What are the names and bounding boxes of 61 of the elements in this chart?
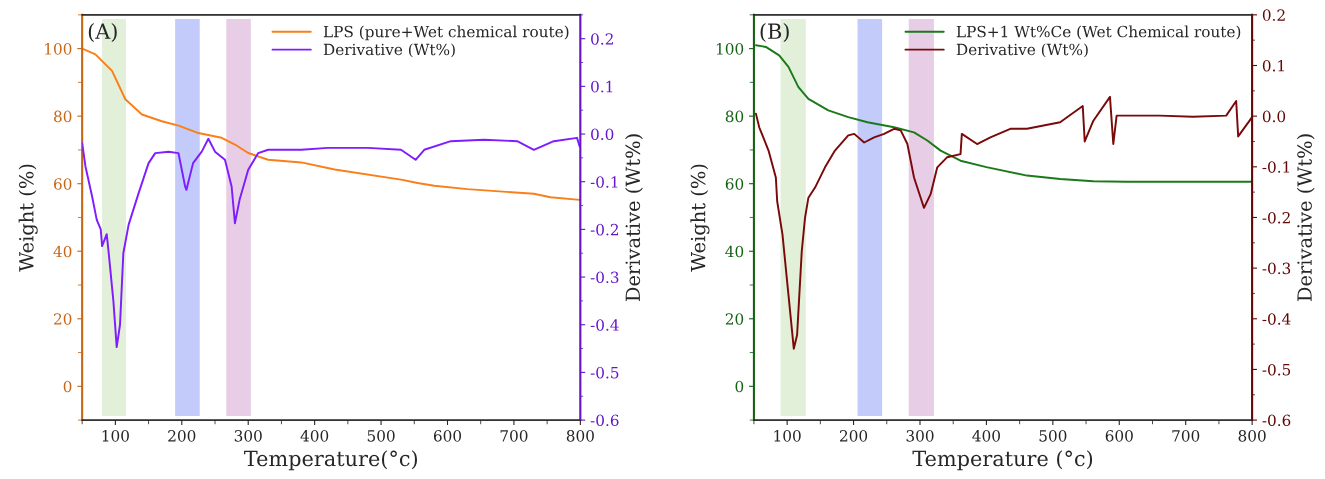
x-tick-label: 800 [566,430,594,442]
y-axis-title: Weight (%) [18,164,38,272]
y-tick-label: 0 [63,380,72,393]
y2-tick-label: -0.5 [1262,363,1291,376]
y2-tick-label: -0.2 [590,223,619,236]
y2-tick-label: 0.1 [591,80,613,93]
x-tick-label: 700 [500,430,528,442]
y-tick-label: 60 [725,178,744,190]
x-tick-label: 300 [906,430,934,442]
y2-tick-label: -0.5 [590,366,619,379]
y2-axis-title: Derivative (Wt%) [625,134,643,302]
y-tick-label: 100 [716,43,744,55]
x-tick-label: 500 [367,430,395,442]
y2-tick-label: 0.2 [1262,9,1285,21]
y-tick-label: 60 [54,178,72,190]
annotation: (B) [760,22,789,43]
y2-tick-label: -0.1 [590,176,618,188]
x-axis-title: Temperature(°c) [244,450,418,471]
x-tick-label: 100 [774,430,801,442]
x-tick-label: 200 [168,430,196,442]
y-tick-label: 0 [735,380,744,393]
y-tick-label: 80 [54,110,72,123]
y-axis-title: Weight (%) [690,164,710,272]
legend-label: LPS+1 Wt%Ce (Wet Chemical route) [956,25,1241,40]
y2-tick-label: -0.3 [1262,262,1291,275]
x-tick-label: 400 [300,430,329,442]
y2-tick-label: 0.0 [591,128,614,141]
x-tick-label: 800 [1238,430,1266,442]
x-tick-label: 400 [972,430,1000,442]
y2-tick-label: -0.2 [1262,211,1290,224]
y2-tick-label: -0.4 [590,319,619,331]
y-tick-label: 100 [45,43,72,55]
line-series [82,136,581,349]
line-series [754,95,1253,350]
x-tick-label: 300 [234,430,262,442]
y2-tick-label: -0.4 [1262,313,1291,325]
y2-tick-label: -0.3 [590,271,619,284]
y-tick-label: 80 [725,110,744,123]
y2-tick-label: 0.0 [1262,110,1286,123]
y-tick-label: 20 [725,313,744,325]
y2-tick-label: -0.6 [590,414,619,427]
y-tick-label: 40 [53,245,72,258]
line-series [754,44,1253,183]
y-tick-label: 20 [54,313,72,325]
x-tick-label: 700 [1172,430,1200,442]
x-tick-label: 500 [1039,430,1067,442]
y-tick-label: 40 [725,245,744,258]
y2-tick-label: 0.2 [591,33,613,45]
legend-label: Derivative (Wt%) [956,43,1088,58]
y2-axis-title: Derivative (Wt%) [1296,134,1315,302]
y2-tick-label: 0.1 [1262,59,1284,72]
x-tick-label: 200 [840,430,868,442]
x-tick-label: 100 [102,430,129,442]
x-axis-title: Temperature (°c) [912,450,1093,471]
y2-tick-label: -0.6 [1262,414,1291,427]
legend-label: Derivative (Wt%) [323,43,455,58]
y2-tick-label: -0.1 [1262,161,1290,173]
annotation: (A) [88,22,117,43]
legend-label: LPS (pure+Wet chemical route) [323,25,569,41]
x-tick-label: 600 [433,430,462,442]
x-tick-label: 600 [1105,430,1133,442]
